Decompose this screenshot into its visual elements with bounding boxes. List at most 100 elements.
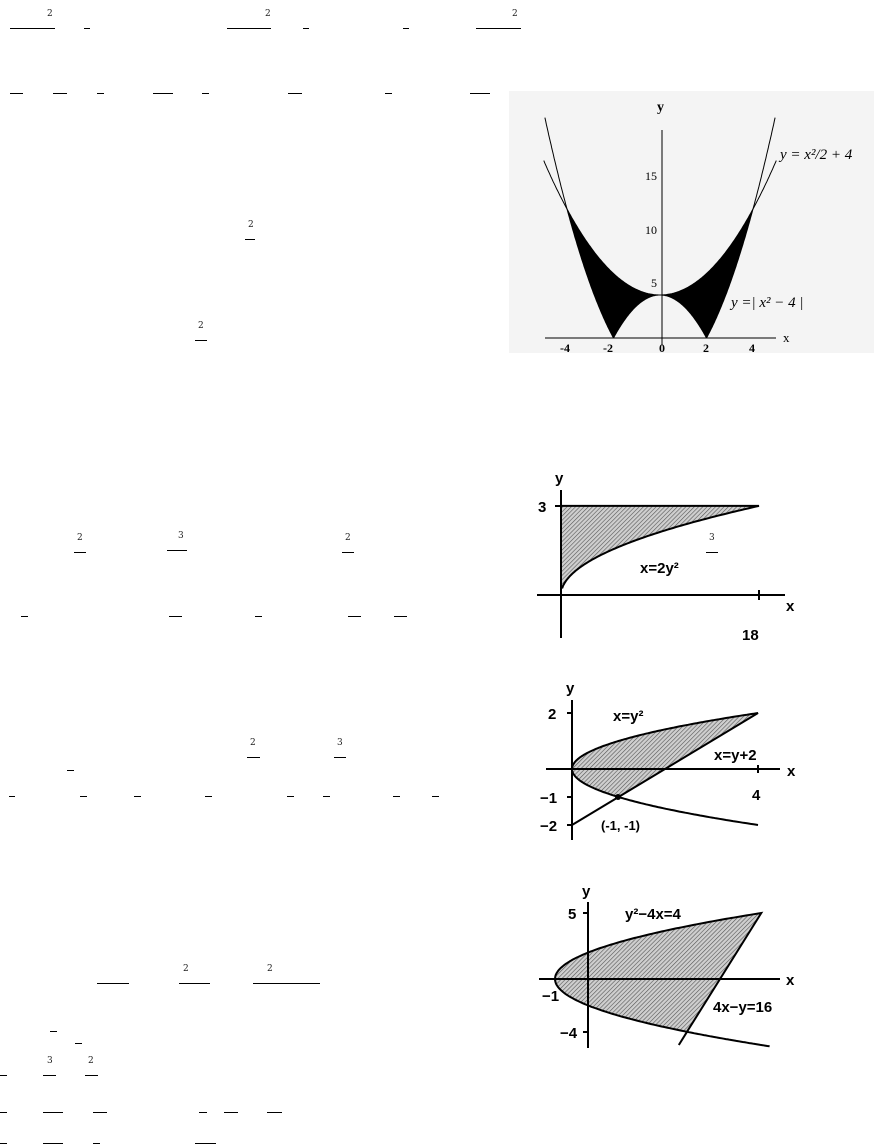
fraction-bar: [167, 550, 187, 551]
curve-label: x=2y²: [640, 560, 679, 577]
x-axis-label: x: [786, 598, 795, 615]
x-tick: 2: [703, 341, 709, 355]
y-tick: 3: [538, 499, 546, 516]
fraction-bar: [21, 616, 28, 617]
fraction-bar: [169, 616, 182, 617]
y-tick: 5: [568, 906, 576, 923]
curve-label-line: x=y+2: [714, 747, 757, 764]
fraction-bar: [93, 1112, 107, 1113]
fraction-bar: [43, 1112, 63, 1113]
fraction-bar: [50, 1031, 57, 1032]
fraction-bar: [205, 796, 212, 797]
fraction-bar: [224, 1112, 238, 1113]
y-axis-label: y: [582, 883, 591, 900]
curve-label-line: 4x−y=16: [713, 999, 772, 1016]
curve-label-parabola: x=y²: [613, 708, 643, 725]
superscript-digit: 2: [183, 964, 189, 974]
superscript-digit: 2: [265, 9, 271, 19]
x-tick: -2: [603, 341, 613, 355]
fraction-bar: [0, 1112, 7, 1113]
y-tick: −2: [540, 818, 557, 835]
fraction-bar: [134, 796, 141, 797]
superscript-digit: 2: [250, 738, 256, 748]
curve-label-abs: y =| x² − 4 |: [729, 295, 804, 311]
y-axis-label: y: [566, 680, 575, 697]
fraction-bar: [227, 28, 271, 29]
fraction-bar: [53, 93, 67, 94]
fraction-bar: [195, 340, 207, 341]
x-tick: 4: [749, 341, 755, 355]
fraction-bar: [287, 796, 294, 797]
y-tick: 2: [548, 706, 556, 723]
fraction-bar: [80, 796, 87, 797]
fraction-bar: [153, 93, 173, 94]
x-axis-label: x: [787, 763, 796, 780]
y-tick: 15: [645, 169, 657, 183]
superscript-digit: 2: [267, 964, 273, 974]
x-axis-label: x: [786, 972, 795, 989]
fraction-bar: [179, 983, 210, 984]
curve-abs: [544, 117, 776, 339]
fraction-bar: [288, 93, 302, 94]
fraction-bar: [0, 1075, 7, 1076]
graph-2-shaded-region: [560, 504, 760, 589]
fraction-bar: [476, 28, 521, 29]
superscript-digit: 2: [345, 533, 351, 543]
curve-parabola-lower-branch: [618, 796, 759, 826]
superscript-digit: 2: [77, 533, 83, 543]
curve-parabola-tail: [686, 1030, 770, 1048]
x-tick: 4: [752, 787, 761, 804]
x-tick: 0: [659, 341, 665, 355]
x-tick: 18: [742, 627, 759, 644]
y-tick: 10: [645, 223, 657, 237]
fraction-bar: [245, 239, 255, 240]
intersection-point: [615, 794, 621, 800]
superscript-digit: 2: [47, 9, 53, 19]
fraction-bar: [202, 93, 209, 94]
y-axis-label: y: [657, 100, 664, 115]
superscript-digit: 3: [337, 738, 343, 748]
x-tick: -4: [560, 341, 570, 355]
fraction-bar: [394, 616, 407, 617]
fraction-bar: [323, 796, 330, 797]
y-tick: −1: [540, 790, 557, 807]
fraction-bar: [43, 1075, 56, 1076]
fraction-bar: [403, 28, 409, 29]
fraction-bar: [393, 796, 400, 797]
fraction-bar: [432, 796, 439, 797]
fraction-bar: [267, 1112, 282, 1113]
fraction-bar: [385, 93, 392, 94]
fraction-bar: [97, 983, 129, 984]
fraction-bar: [342, 552, 354, 553]
superscript-digit: 3: [709, 533, 715, 543]
curve-label-parabola: y²−4x=4: [625, 906, 682, 923]
y-axis-label: y: [555, 470, 564, 487]
fraction-bar: [706, 552, 718, 553]
fraction-bar: [9, 796, 15, 797]
fraction-bar: [10, 93, 23, 94]
x-axis-label: x: [783, 330, 790, 345]
graph-3-shaded-region: [571, 712, 759, 799]
fraction-bar: [10, 28, 55, 29]
fraction-bar: [85, 1075, 98, 1076]
fraction-bar: [199, 1112, 207, 1113]
fraction-bar: [348, 616, 361, 617]
fraction-bar: [67, 770, 74, 771]
fraction-bar: [253, 983, 320, 984]
fraction-bar: [303, 28, 309, 29]
fraction-bar: [75, 1043, 82, 1044]
fraction-bar: [74, 552, 86, 553]
fraction-bar: [470, 93, 490, 94]
line-tail: [677, 1031, 688, 1046]
point-label: (-1, -1): [601, 818, 640, 833]
fraction-bar: [334, 757, 346, 758]
fraction-bar: [255, 616, 262, 617]
superscript-digit: 2: [198, 321, 204, 331]
graph-1-shaded-region: [567, 209, 753, 338]
y-tick: 5: [651, 276, 657, 290]
superscript-digit: 2: [88, 1056, 94, 1066]
